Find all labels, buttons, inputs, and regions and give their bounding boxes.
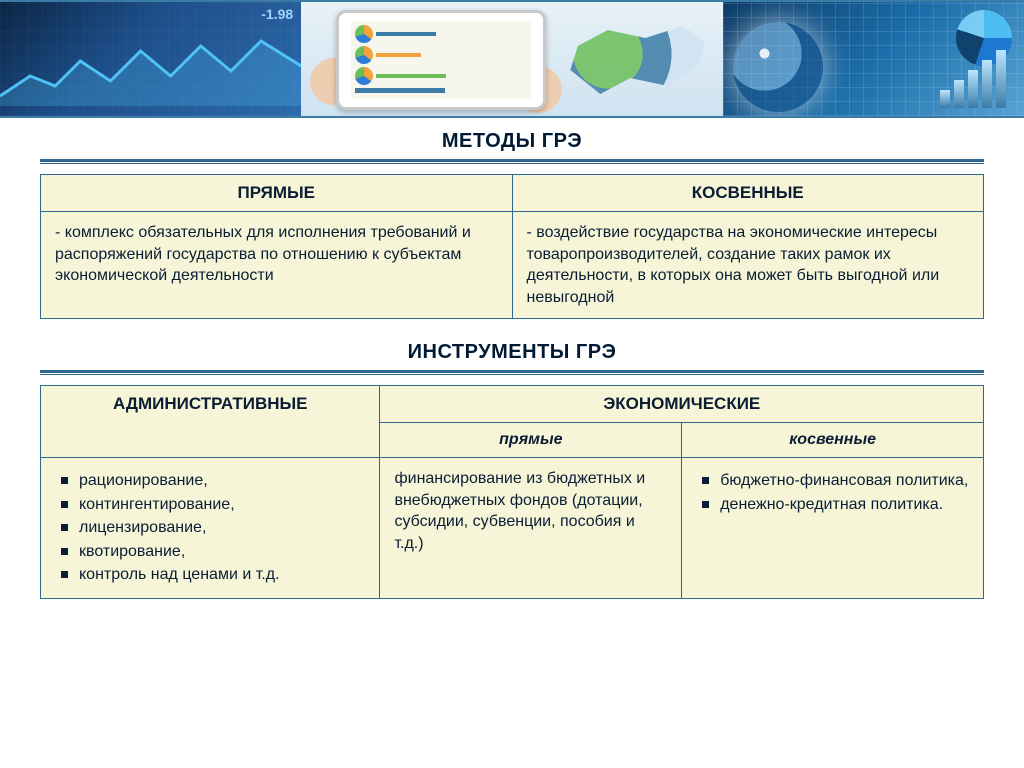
list-item: квотирование,	[61, 541, 365, 563]
cell-indirect-methods: - воздействие государства на экономическ…	[512, 212, 984, 319]
map-shape-icon	[563, 22, 713, 102]
banner-panel-tech	[723, 2, 1024, 116]
table-row: рационирование, контингентирование, лице…	[41, 457, 984, 598]
list-item: рационирование,	[61, 470, 365, 492]
list-item: лицензирование,	[61, 517, 365, 539]
mini-bar	[376, 74, 446, 78]
main-content: МЕТОДЫ ГРЭ ПРЯМЫЕ КОСВЕННЫЕ - комплекс о…	[0, 130, 1024, 599]
mini-bar	[376, 32, 436, 36]
cell-economic-direct: финансирование из бюджетных и внебюджетн…	[380, 457, 682, 598]
bar-chart-icon	[940, 50, 1006, 108]
bar	[968, 70, 978, 108]
banner-panel-tablet	[301, 2, 723, 116]
cell-economic-indirect: бюджетно-финансовая политика, денежно-кр…	[682, 457, 984, 598]
admin-list: рационирование, контингентирование, лице…	[55, 470, 365, 586]
mini-bar	[355, 88, 445, 93]
list-item: денежно-кредитная политика.	[702, 494, 969, 516]
bar	[954, 80, 964, 108]
methods-table: ПРЯМЫЕ КОСВЕННЫЕ - комплекс обязательных…	[40, 174, 984, 319]
table-row: - комплекс обязательных для исполнения т…	[41, 212, 984, 319]
header-banner: -1.98	[0, 0, 1024, 118]
title-underline	[40, 370, 984, 375]
col-header-administrative: АДМИНИСТРАТИВНЫЕ	[41, 386, 380, 458]
mini-bar	[376, 53, 421, 57]
subheader-direct: прямые	[380, 423, 682, 458]
title-underline	[40, 159, 984, 164]
list-item: контингентирование,	[61, 494, 365, 516]
section-title-instruments: ИНСТРУМЕНТЫ ГРЭ	[40, 341, 984, 364]
instruments-table: АДМИНИСТРАТИВНЫЕ ЭКОНОМИЧЕСКИЕ прямые ко…	[40, 385, 984, 599]
list-item: контроль над ценами и т.д.	[61, 564, 365, 586]
pie-icon	[355, 46, 373, 64]
section-title-methods: МЕТОДЫ ГРЭ	[40, 130, 984, 153]
banner-panel-finance: -1.98	[0, 2, 301, 116]
subheader-indirect: косвенные	[682, 423, 984, 458]
table-header-row: ПРЯМЫЕ КОСВЕННЫЕ	[41, 175, 984, 212]
table-header-row: АДМИНИСТРАТИВНЫЕ ЭКОНОМИЧЕСКИЕ	[41, 386, 984, 423]
pie-icon	[355, 67, 373, 85]
tablet-screen	[351, 21, 531, 99]
col-header-indirect: КОСВЕННЫЕ	[512, 175, 984, 212]
cell-direct-methods: - комплекс обязательных для исполнения т…	[41, 212, 513, 319]
ticker-value: -1.98	[261, 6, 293, 22]
cell-administrative: рационирование, контингентирование, лице…	[41, 457, 380, 598]
col-header-direct: ПРЯМЫЕ	[41, 175, 513, 212]
tablet-charts	[351, 21, 531, 99]
list-item: бюджетно-финансовая политика,	[702, 470, 969, 492]
col-header-economic: ЭКОНОМИЧЕСКИЕ	[380, 386, 984, 423]
globe-icon	[733, 22, 823, 112]
econ-indirect-list: бюджетно-финансовая политика, денежно-кр…	[696, 470, 969, 515]
stock-chart-icon	[0, 36, 301, 106]
pie-icon	[355, 25, 373, 43]
bar	[940, 90, 950, 108]
bar	[982, 60, 992, 108]
tablet-icon	[336, 10, 546, 110]
bar	[996, 50, 1006, 108]
